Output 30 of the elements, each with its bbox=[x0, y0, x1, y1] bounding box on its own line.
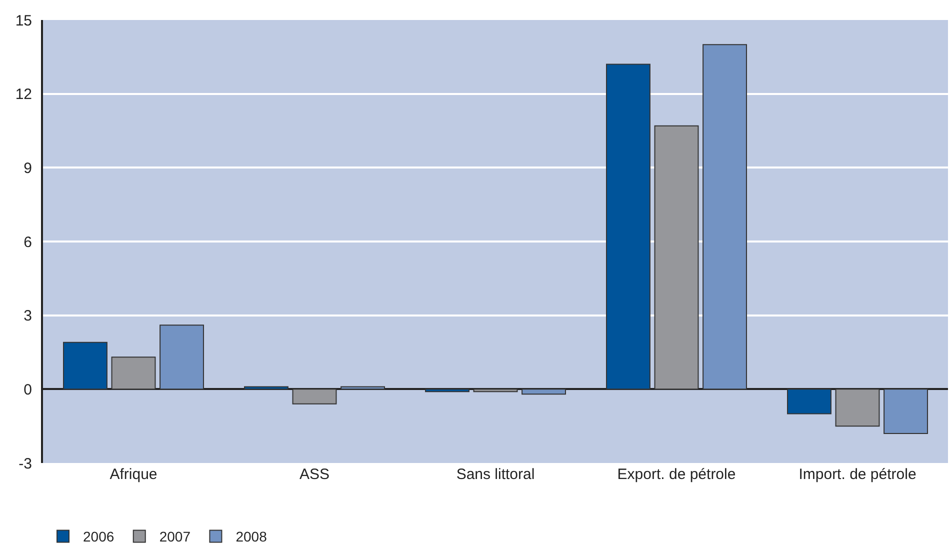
x-tick-label: Import. de pétrole bbox=[798, 466, 916, 483]
y-tick-label: 3 bbox=[24, 308, 32, 325]
legend-label: 2006 bbox=[83, 528, 114, 545]
legend-label: 2008 bbox=[236, 528, 268, 545]
bar bbox=[884, 388, 928, 434]
bar bbox=[787, 388, 832, 414]
y-tick-label: 9 bbox=[24, 160, 32, 177]
bar bbox=[340, 386, 385, 390]
bar bbox=[244, 386, 288, 390]
y-tick-label: 0 bbox=[24, 381, 32, 398]
bar bbox=[522, 388, 566, 395]
bar bbox=[473, 388, 518, 392]
bar bbox=[606, 64, 650, 390]
y-tick-label: 6 bbox=[24, 234, 32, 251]
y-tick-label: 15 bbox=[15, 12, 32, 30]
x-tick-label: Afrique bbox=[110, 466, 158, 483]
x-tick-label: Export. de pétrole bbox=[617, 466, 736, 483]
bar bbox=[702, 44, 747, 390]
bar bbox=[111, 356, 156, 390]
x-tick-label: ASS bbox=[299, 466, 330, 483]
bar bbox=[425, 388, 470, 392]
legend-label: 2007 bbox=[159, 528, 191, 545]
x-tick-label: Sans littoral bbox=[456, 466, 535, 483]
bar bbox=[835, 388, 880, 427]
bar bbox=[63, 342, 108, 390]
bar bbox=[654, 125, 699, 390]
y-tick-label: 12 bbox=[15, 86, 32, 104]
bar bbox=[160, 324, 204, 390]
y-tick-label: -3 bbox=[18, 455, 32, 472]
bar bbox=[292, 388, 337, 404]
